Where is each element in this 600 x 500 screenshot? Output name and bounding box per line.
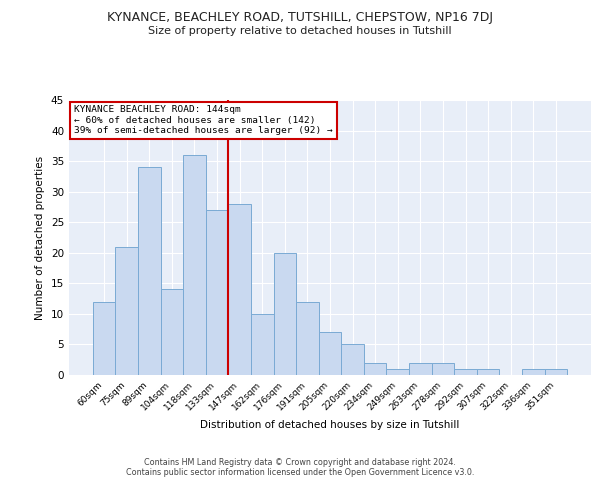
Bar: [545, 369, 567, 375]
Bar: [183, 155, 206, 375]
Bar: [206, 210, 229, 375]
Text: KYNANCE BEACHLEY ROAD: 144sqm
← 60% of detached houses are smaller (142)
39% of : KYNANCE BEACHLEY ROAD: 144sqm ← 60% of d…: [74, 106, 333, 136]
Text: Contains public sector information licensed under the Open Government Licence v3: Contains public sector information licen…: [126, 468, 474, 477]
Bar: [319, 332, 341, 375]
Bar: [296, 302, 319, 375]
X-axis label: Distribution of detached houses by size in Tutshill: Distribution of detached houses by size …: [200, 420, 460, 430]
Bar: [522, 369, 545, 375]
Bar: [431, 363, 454, 375]
Bar: [364, 363, 386, 375]
Bar: [93, 302, 115, 375]
Bar: [251, 314, 274, 375]
Bar: [386, 369, 409, 375]
Bar: [229, 204, 251, 375]
Text: Contains HM Land Registry data © Crown copyright and database right 2024.: Contains HM Land Registry data © Crown c…: [144, 458, 456, 467]
Bar: [341, 344, 364, 375]
Bar: [477, 369, 499, 375]
Bar: [138, 167, 161, 375]
Bar: [115, 246, 138, 375]
Bar: [409, 363, 431, 375]
Bar: [161, 290, 183, 375]
Text: KYNANCE, BEACHLEY ROAD, TUTSHILL, CHEPSTOW, NP16 7DJ: KYNANCE, BEACHLEY ROAD, TUTSHILL, CHEPST…: [107, 11, 493, 24]
Bar: [454, 369, 477, 375]
Text: Size of property relative to detached houses in Tutshill: Size of property relative to detached ho…: [148, 26, 452, 36]
Bar: [274, 253, 296, 375]
Y-axis label: Number of detached properties: Number of detached properties: [35, 156, 46, 320]
